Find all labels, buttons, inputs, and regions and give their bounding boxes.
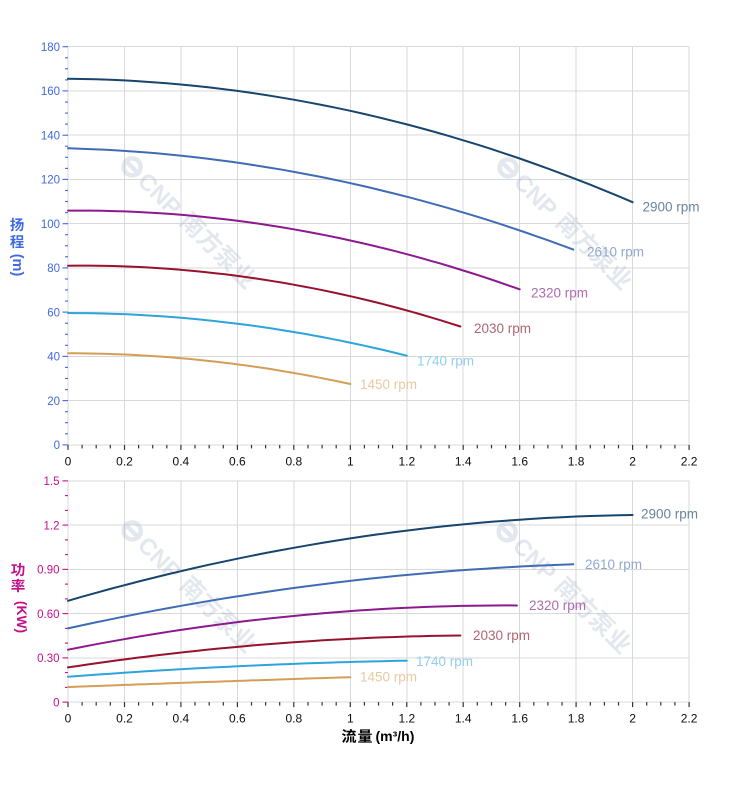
svg-text:1.8: 1.8 (568, 712, 585, 726)
svg-text:1.6: 1.6 (511, 712, 528, 726)
svg-text:0.60: 0.60 (37, 609, 59, 621)
svg-text:(KW): (KW) (14, 601, 29, 633)
svg-text:80: 80 (47, 263, 60, 275)
svg-text:180: 180 (41, 42, 60, 54)
svg-text:1.5: 1.5 (44, 476, 60, 488)
svg-text:1.6: 1.6 (511, 455, 528, 469)
svg-text:1.4: 1.4 (455, 455, 472, 469)
svg-text:1740 rpm: 1740 rpm (416, 654, 473, 669)
svg-text:20: 20 (47, 396, 60, 408)
svg-text:2.2: 2.2 (681, 712, 698, 726)
svg-text:0: 0 (53, 697, 59, 709)
svg-text:2030 rpm: 2030 rpm (473, 628, 530, 643)
svg-text:2610 rpm: 2610 rpm (587, 245, 644, 260)
svg-text:1.2: 1.2 (44, 520, 60, 532)
svg-text:2900 rpm: 2900 rpm (643, 200, 700, 215)
svg-text:160: 160 (41, 86, 60, 98)
svg-text:0.4: 0.4 (173, 712, 190, 726)
svg-text:1: 1 (347, 712, 354, 726)
svg-text:100: 100 (41, 219, 60, 231)
svg-text:2900 rpm: 2900 rpm (641, 507, 698, 522)
svg-text:0.30: 0.30 (37, 653, 59, 665)
svg-text:0.6: 0.6 (229, 455, 246, 469)
svg-text:140: 140 (41, 130, 60, 142)
svg-text:0.90: 0.90 (37, 565, 59, 577)
svg-text:1450 rpm: 1450 rpm (360, 377, 417, 392)
svg-text:2320 rpm: 2320 rpm (531, 286, 588, 301)
svg-text:120: 120 (41, 175, 60, 187)
svg-text:60: 60 (47, 307, 60, 319)
svg-text:2320 rpm: 2320 rpm (529, 598, 586, 613)
svg-text:0.2: 0.2 (116, 712, 133, 726)
svg-text:2: 2 (629, 712, 636, 726)
svg-text:2030 rpm: 2030 rpm (474, 321, 531, 336)
svg-text:1.4: 1.4 (455, 712, 472, 726)
svg-text:2: 2 (629, 455, 636, 469)
svg-text:1.2: 1.2 (398, 455, 415, 469)
svg-text:40: 40 (47, 352, 60, 364)
svg-text:0.6: 0.6 (229, 712, 246, 726)
svg-text:2610 rpm: 2610 rpm (585, 557, 642, 572)
svg-text:0.8: 0.8 (285, 712, 302, 726)
svg-text:0: 0 (65, 712, 72, 726)
svg-text:1.2: 1.2 (398, 712, 415, 726)
svg-text:0: 0 (54, 440, 60, 452)
svg-text:1450 rpm: 1450 rpm (360, 670, 417, 685)
svg-text:1.8: 1.8 (568, 455, 585, 469)
svg-text:0: 0 (65, 455, 72, 469)
svg-text:2.2: 2.2 (681, 455, 698, 469)
svg-text:(m): (m) (9, 254, 25, 277)
svg-text:(m³/h): (m³/h) (376, 728, 415, 744)
svg-text:1740 rpm: 1740 rpm (417, 354, 474, 369)
svg-text:0.8: 0.8 (285, 455, 302, 469)
svg-text:1: 1 (347, 455, 354, 469)
svg-text:0.4: 0.4 (173, 455, 190, 469)
svg-text:0.2: 0.2 (116, 455, 133, 469)
